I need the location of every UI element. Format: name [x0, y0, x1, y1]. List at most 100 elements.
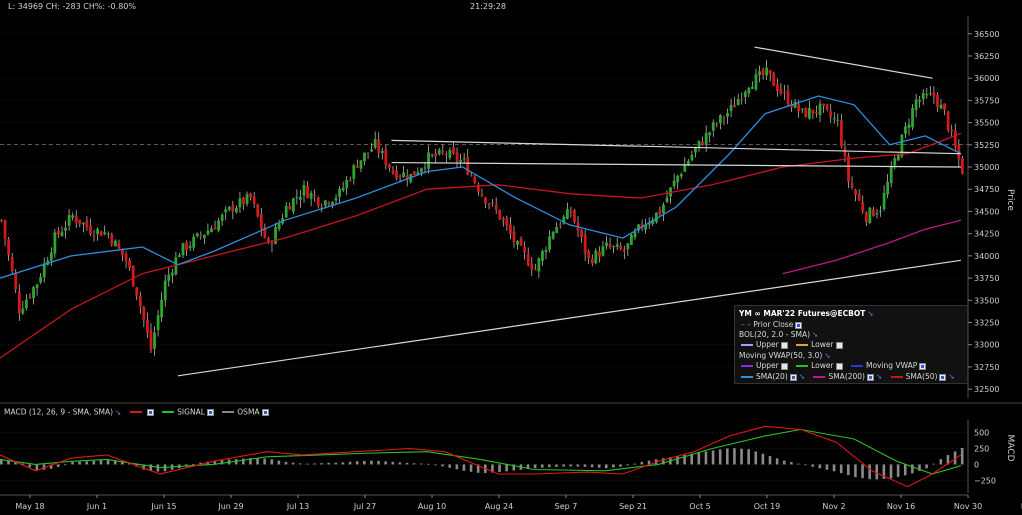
osma-bar: [370, 460, 373, 465]
candle-body: [594, 250, 598, 264]
osma-bar: [576, 464, 580, 467]
candle-body: [405, 175, 409, 180]
bol-lower-swatch: [796, 344, 809, 346]
candle-body: [815, 111, 818, 113]
candle-body: [505, 218, 509, 226]
bol-upper-checkbox[interactable]: [780, 341, 788, 349]
candle-body: [519, 238, 523, 246]
sma20-arrow-icon[interactable]: ➘: [798, 372, 806, 381]
sma50-checkbox[interactable]: [939, 373, 947, 381]
osma-bar: [526, 464, 530, 470]
price-tick-label: 36000: [974, 74, 999, 83]
osma-bar: [242, 458, 245, 465]
candle-body: [683, 165, 687, 172]
candle-body: [896, 154, 900, 161]
osma-bar: [142, 464, 145, 470]
bol-lower-checkbox[interactable]: [835, 341, 843, 349]
candle-body: [911, 108, 914, 128]
macd-tick-label: 250: [974, 445, 989, 454]
osma-bar: [427, 463, 430, 465]
date-tick-label: Aug 10: [418, 502, 446, 511]
candle-body: [526, 253, 530, 266]
osma-bar: [441, 464, 444, 467]
osma-bar: [498, 464, 501, 473]
trendline: [391, 161, 961, 168]
candle-body: [882, 192, 886, 209]
osma-bar: [398, 462, 402, 465]
candle-body: [231, 205, 235, 212]
sma20-checkbox[interactable]: [789, 373, 797, 381]
candle-body: [747, 87, 751, 94]
osma-checkbox[interactable]: [261, 408, 269, 416]
candle-body: [850, 183, 854, 188]
osma-bar: [911, 464, 914, 474]
osma-bar: [868, 464, 871, 480]
sma200-arrow-icon[interactable]: ➘: [875, 372, 883, 381]
price-axis-title: Price: [1005, 189, 1015, 211]
signal-checkbox[interactable]: [206, 408, 214, 416]
candle-body: [206, 230, 210, 235]
settings-arrow-icon[interactable]: ➘: [867, 309, 874, 318]
osma-bar: [718, 449, 722, 465]
prior-close-checkbox[interactable]: [795, 321, 803, 329]
osma-bar: [71, 461, 74, 465]
candle-body: [950, 129, 954, 132]
osma-bar: [14, 461, 17, 465]
signal-legend-label: SIGNAL: [177, 407, 205, 417]
candle-body: [146, 319, 149, 333]
price-tick-label: 35250: [974, 141, 999, 150]
candle-body: [907, 124, 911, 129]
candle-body: [331, 202, 334, 206]
osma-bar: [363, 461, 366, 465]
vwap-settings-arrow-icon[interactable]: ➘: [824, 351, 831, 360]
macd-checkbox[interactable]: [146, 408, 154, 416]
candle-body: [694, 147, 697, 153]
osma-bar: [647, 460, 651, 465]
osma-bar: [121, 461, 124, 465]
candle-body: [313, 194, 317, 197]
vwap-lower-checkbox[interactable]: [835, 362, 843, 370]
candle-body: [612, 246, 616, 248]
candle-body: [195, 233, 199, 237]
osma-bar: [213, 460, 217, 465]
osma-bar: [313, 463, 316, 465]
candle-body: [67, 215, 71, 226]
osma-bar: [711, 450, 715, 465]
osma-bar: [605, 464, 608, 469]
osma-bar: [192, 464, 195, 465]
date-tick-label: Jul 27: [353, 502, 376, 511]
osma-bar: [562, 464, 565, 467]
macd-settings-arrow-icon[interactable]: ➘: [115, 407, 122, 417]
candle-body: [718, 115, 722, 124]
osma-bar: [163, 464, 167, 472]
sma20-swatch: [741, 376, 753, 378]
candle-body: [761, 69, 765, 76]
candle-body: [722, 117, 726, 119]
sma200-checkbox[interactable]: [866, 373, 874, 381]
price-tick-label: 34250: [974, 230, 999, 239]
candle-body: [49, 252, 53, 261]
candle-body: [768, 70, 772, 74]
osma-bar: [512, 464, 516, 471]
candle-body: [811, 109, 815, 114]
candle-body: [772, 72, 776, 86]
price-tick-label: 32750: [974, 363, 999, 372]
candle-body: [843, 147, 847, 157]
bol-settings-arrow-icon[interactable]: ➘: [812, 330, 819, 339]
vwap-main-checkbox[interactable]: [919, 362, 927, 370]
osma-bar: [903, 464, 907, 476]
date-tick-label: May 18: [15, 502, 44, 511]
candle-body: [825, 104, 829, 110]
price-tick-label: 35500: [974, 119, 999, 128]
dash-icon: – –: [741, 320, 751, 329]
macd-tick-label: −250: [974, 476, 996, 485]
candle-body: [459, 160, 462, 163]
candle-body: [17, 291, 21, 314]
date-tick-label: Dec 14: [1021, 502, 1022, 511]
macd-grid: [0, 432, 968, 481]
osma-bar: [455, 464, 459, 470]
vwap-upper-checkbox[interactable]: [780, 362, 788, 370]
candle-body: [622, 249, 626, 252]
sma50-arrow-icon[interactable]: ➘: [948, 372, 955, 381]
